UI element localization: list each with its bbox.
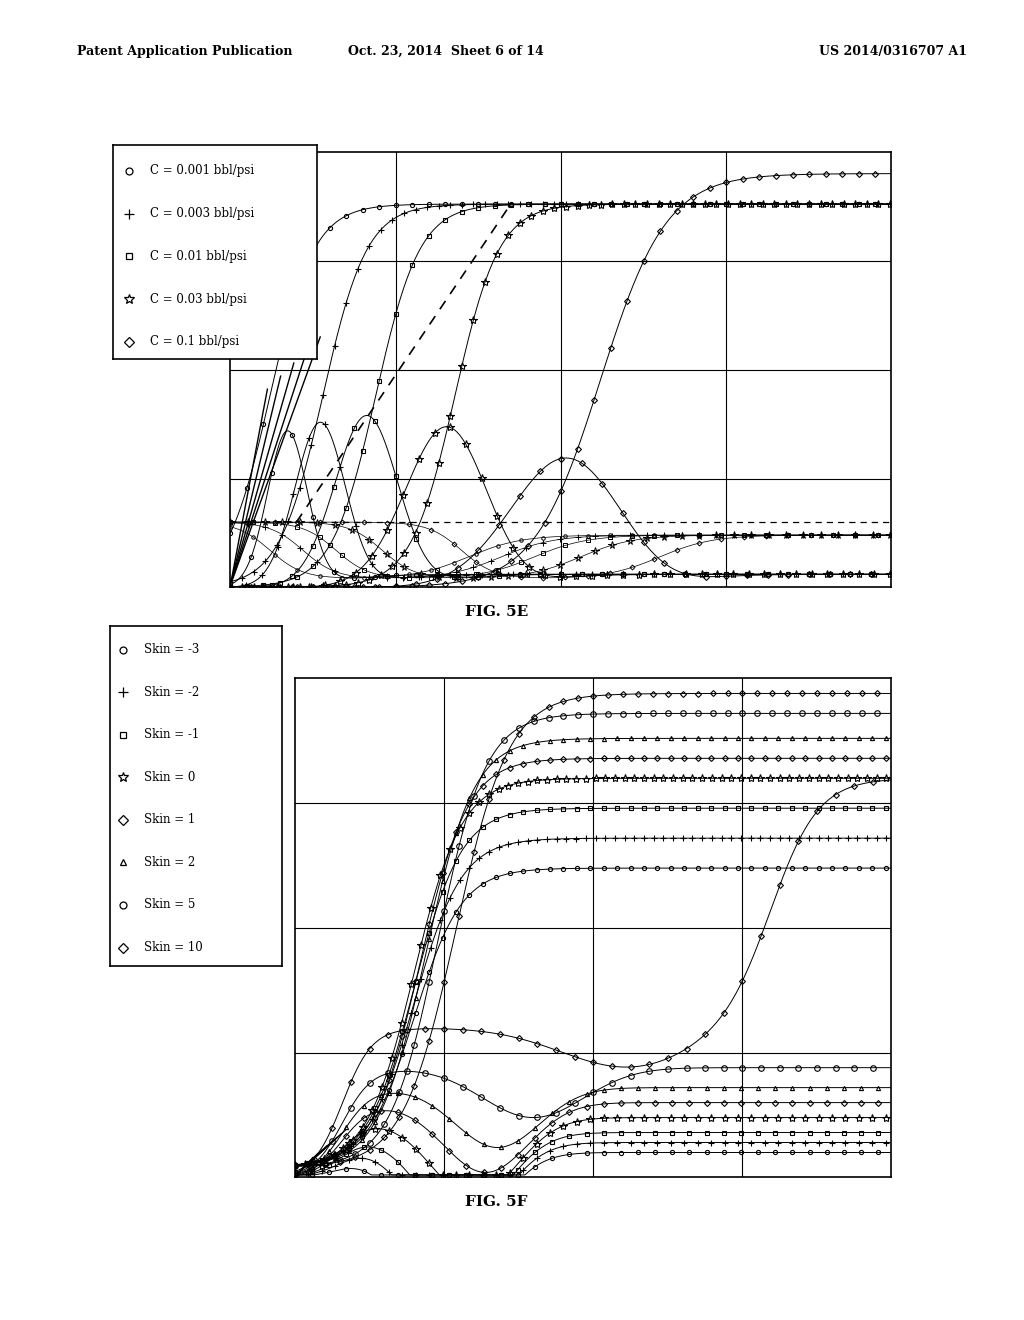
Text: Skin = 2: Skin = 2 — [144, 855, 196, 869]
Text: Skin = 10: Skin = 10 — [144, 941, 203, 954]
Text: Skin = -2: Skin = -2 — [144, 685, 200, 698]
Text: Oct. 23, 2014  Sheet 6 of 14: Oct. 23, 2014 Sheet 6 of 14 — [347, 45, 544, 58]
Text: Skin = -1: Skin = -1 — [144, 729, 200, 741]
Text: C = 0.1 bbl/psi: C = 0.1 bbl/psi — [150, 335, 239, 348]
Text: US 2014/0316707 A1: US 2014/0316707 A1 — [819, 45, 968, 58]
Text: FIG. 5E: FIG. 5E — [465, 605, 528, 619]
Text: Skin = 5: Skin = 5 — [144, 899, 196, 911]
Text: C = 0.01 bbl/psi: C = 0.01 bbl/psi — [150, 249, 246, 263]
Text: Skin = 1: Skin = 1 — [144, 813, 196, 826]
Text: Skin = 0: Skin = 0 — [144, 771, 196, 784]
Text: Patent Application Publication: Patent Application Publication — [77, 45, 292, 58]
Text: C = 0.003 bbl/psi: C = 0.003 bbl/psi — [150, 207, 254, 220]
Text: FIG. 5F: FIG. 5F — [465, 1195, 528, 1209]
Text: Skin = -3: Skin = -3 — [144, 643, 200, 656]
Text: C = 0.001 bbl/psi: C = 0.001 bbl/psi — [150, 165, 254, 177]
Text: C = 0.03 bbl/psi: C = 0.03 bbl/psi — [150, 293, 246, 306]
